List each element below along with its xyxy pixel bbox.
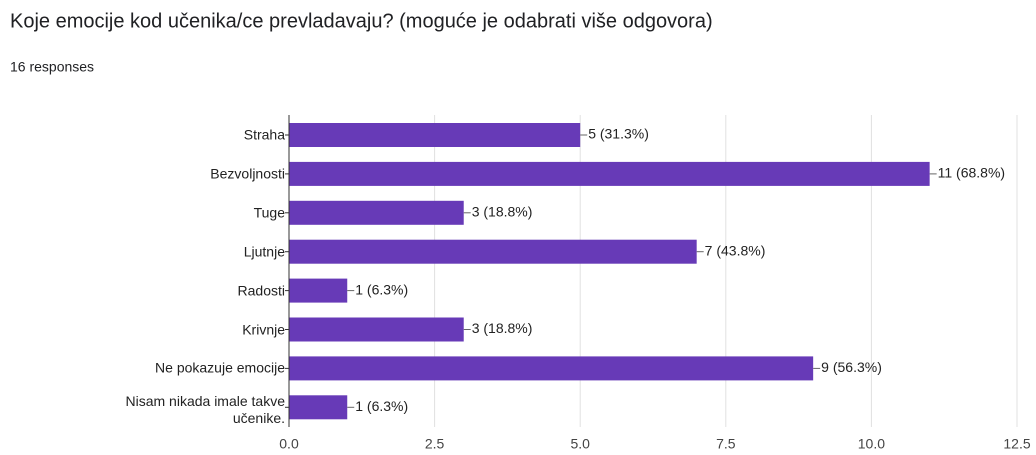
bar [289,123,581,147]
category-label: Radosti [237,282,285,299]
bar [289,317,464,342]
category-label: Ljutnje [243,243,285,260]
chart-title: Koje emocije kod učenika/ce prevladavaju… [10,10,713,32]
x-tick-label: 12.5 [1003,436,1030,452]
category-label: Krivnje [242,321,285,337]
response-count: 16 responses [10,59,94,75]
bar [289,278,348,303]
value-label: 1 (6.3%) [355,398,408,414]
value-label: 7 (43.8%) [705,242,766,258]
bar [289,356,814,381]
x-tick-label: 2.5 [425,436,445,452]
value-label: 3 (18.8%) [472,320,533,336]
category-label: Ne pokazuje emocije [155,359,285,376]
bar [289,239,697,264]
category-label: Bezvoljnosti [210,165,285,182]
bar [289,161,930,186]
value-label: 5 (31.3%) [588,126,649,142]
bar [289,200,464,225]
value-label: 3 (18.8%) [472,204,533,220]
category-label: Nisam nikada imale takve učenike. [125,393,285,427]
x-tick-label: 10.0 [858,436,885,452]
value-label: 9 (56.3%) [821,359,882,375]
value-label: 11 (68.8%) [938,165,1005,181]
x-tick-label: 0.0 [279,436,299,452]
value-label: 1 (6.3%) [355,281,408,297]
x-tick-label: 7.5 [716,436,736,452]
bar [289,395,348,420]
category-label: Straha [243,126,285,143]
x-tick-label: 5.0 [570,436,590,452]
category-label: Tuge [253,204,285,221]
